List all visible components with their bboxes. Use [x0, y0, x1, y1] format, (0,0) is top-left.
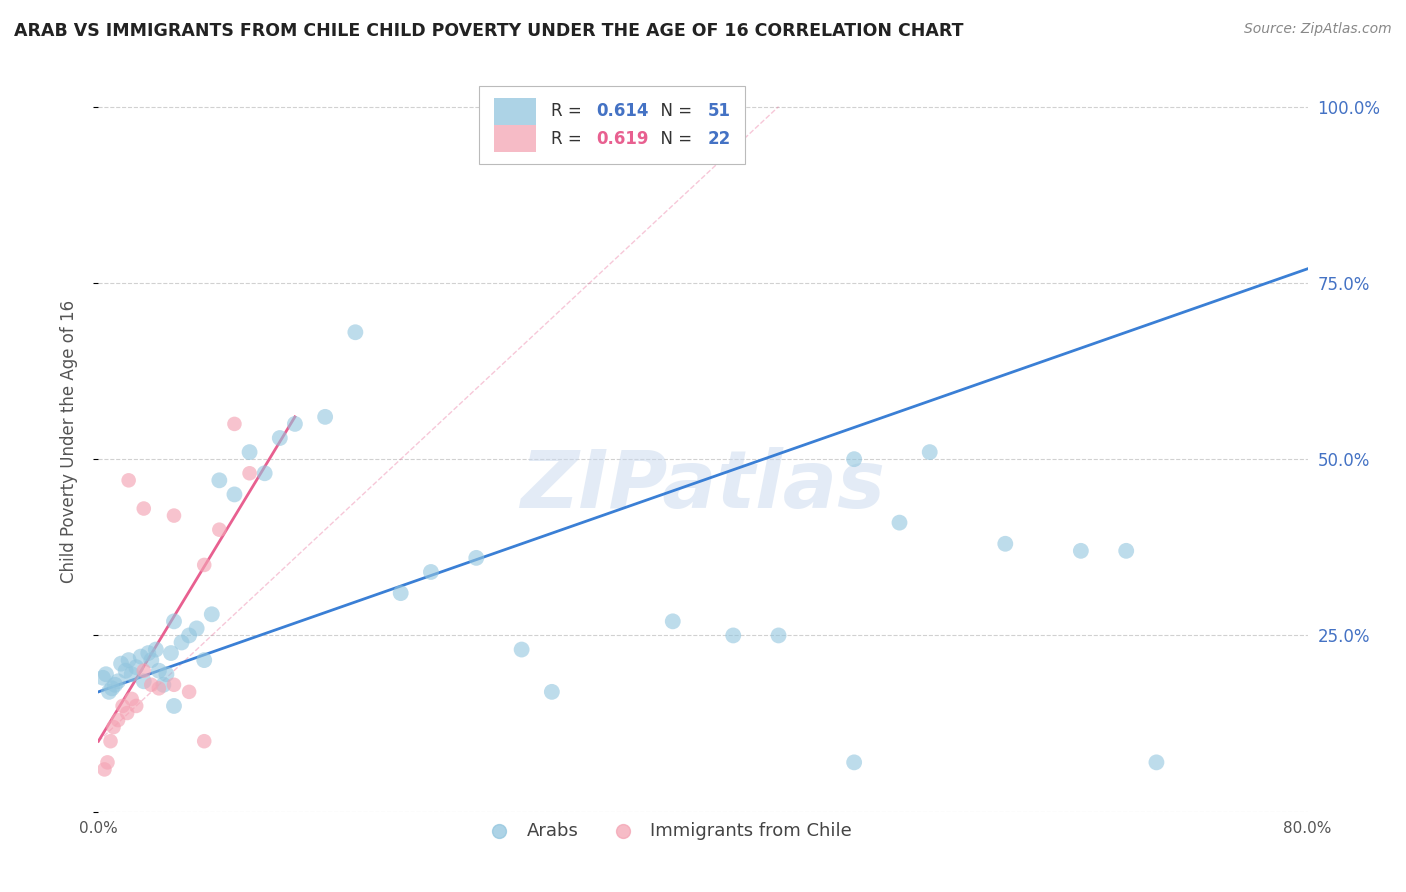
Point — [768, 628, 790, 642]
Text: N =: N = — [650, 103, 697, 120]
Point — [160, 646, 183, 660]
Point — [111, 698, 134, 713]
Point — [344, 325, 367, 339]
Point — [129, 649, 152, 664]
Point — [224, 417, 246, 431]
Point — [179, 628, 201, 642]
Text: R =: R = — [551, 129, 586, 148]
Point — [100, 734, 122, 748]
Text: 51: 51 — [707, 103, 731, 120]
Point — [389, 586, 412, 600]
Point — [723, 628, 745, 642]
Point — [201, 607, 224, 622]
Point — [141, 678, 163, 692]
Point — [136, 646, 159, 660]
Text: ARAB VS IMMIGRANTS FROM CHILE CHILD POVERTY UNDER THE AGE OF 16 CORRELATION CHAR: ARAB VS IMMIGRANTS FROM CHILE CHILD POVE… — [14, 22, 963, 40]
Point — [132, 664, 155, 678]
Legend: Arabs, Immigrants from Chile: Arabs, Immigrants from Chile — [474, 814, 859, 847]
Point — [114, 664, 136, 678]
Point — [148, 664, 170, 678]
Text: 22: 22 — [707, 129, 731, 148]
Text: N =: N = — [650, 129, 697, 148]
Point — [193, 734, 215, 748]
Point — [98, 685, 121, 699]
Text: ZIPatlas: ZIPatlas — [520, 447, 886, 525]
Point — [239, 467, 262, 481]
Point — [208, 523, 231, 537]
FancyBboxPatch shape — [494, 126, 536, 152]
Point — [125, 698, 148, 713]
Point — [284, 417, 307, 431]
Text: 0.614: 0.614 — [596, 103, 650, 120]
Point — [91, 671, 114, 685]
Y-axis label: Child Poverty Under the Age of 16: Child Poverty Under the Age of 16 — [59, 300, 77, 583]
Point — [163, 678, 186, 692]
Point — [163, 508, 186, 523]
Point — [121, 667, 143, 681]
Text: 0.619: 0.619 — [596, 129, 650, 148]
Point — [889, 516, 911, 530]
Point — [269, 431, 291, 445]
Point — [103, 720, 125, 734]
Point — [1144, 756, 1167, 770]
Point — [844, 452, 866, 467]
Point — [540, 685, 562, 699]
Point — [96, 756, 118, 770]
Point — [918, 445, 941, 459]
Point — [148, 681, 170, 696]
Point — [104, 678, 127, 692]
Point — [661, 615, 683, 629]
Point — [110, 657, 132, 671]
Point — [132, 674, 155, 689]
Point — [314, 409, 336, 424]
Point — [125, 660, 148, 674]
Point — [239, 445, 262, 459]
Point — [465, 550, 488, 565]
FancyBboxPatch shape — [479, 87, 745, 164]
Point — [121, 692, 143, 706]
Point — [101, 681, 124, 696]
Point — [994, 537, 1017, 551]
Point — [193, 558, 215, 572]
Point — [170, 635, 193, 649]
Point — [844, 756, 866, 770]
Point — [155, 667, 177, 681]
Point — [152, 678, 174, 692]
Point — [163, 615, 186, 629]
Point — [118, 473, 141, 487]
Point — [193, 653, 215, 667]
Point — [115, 706, 138, 720]
Point — [93, 763, 115, 777]
Point — [1115, 544, 1137, 558]
Point — [132, 501, 155, 516]
Text: R =: R = — [551, 103, 586, 120]
Point — [94, 667, 117, 681]
Point — [420, 565, 443, 579]
Point — [141, 653, 163, 667]
Point — [163, 698, 186, 713]
Point — [107, 674, 129, 689]
Point — [1070, 544, 1092, 558]
Text: Source: ZipAtlas.com: Source: ZipAtlas.com — [1244, 22, 1392, 37]
Point — [118, 653, 141, 667]
Point — [107, 713, 129, 727]
Point — [179, 685, 201, 699]
Point — [224, 487, 246, 501]
Point — [253, 467, 276, 481]
Point — [145, 642, 167, 657]
Point — [208, 473, 231, 487]
Point — [510, 642, 533, 657]
FancyBboxPatch shape — [494, 98, 536, 125]
Point — [186, 621, 208, 635]
